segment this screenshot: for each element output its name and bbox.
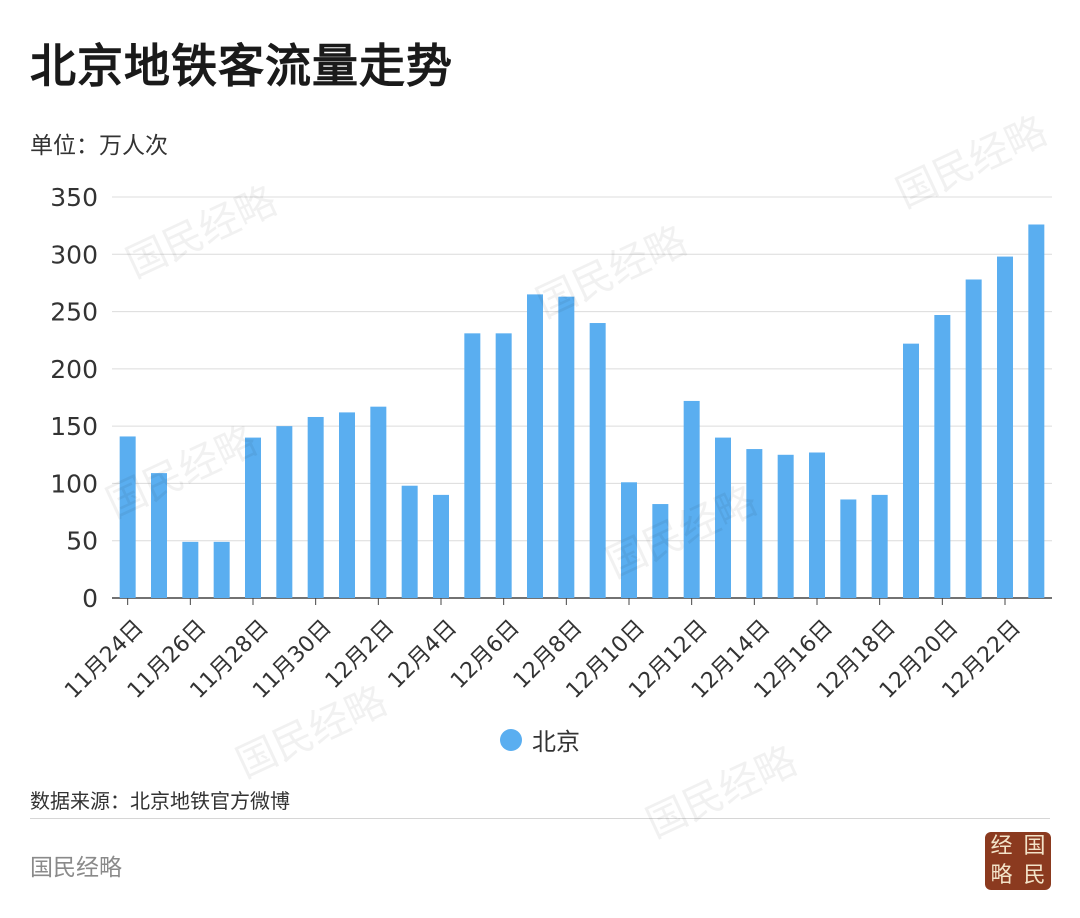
bar bbox=[809, 452, 825, 598]
bar bbox=[683, 400, 700, 598]
bar bbox=[464, 333, 481, 598]
bar bbox=[307, 416, 324, 598]
bar bbox=[997, 256, 1013, 598]
bar bbox=[401, 485, 418, 598]
legend-marker-icon bbox=[500, 728, 522, 751]
bar bbox=[715, 437, 731, 598]
bar bbox=[558, 296, 575, 598]
legend-label: 北京 bbox=[532, 728, 580, 756]
bar bbox=[213, 541, 230, 598]
legend: 北京 bbox=[0, 722, 1080, 757]
bar bbox=[871, 494, 888, 598]
bar bbox=[746, 449, 763, 598]
y-tick-label: 350 bbox=[50, 183, 98, 212]
seal-char: 国 bbox=[1023, 834, 1046, 859]
y-tick-label: 300 bbox=[50, 240, 98, 269]
bar bbox=[495, 333, 512, 598]
bar bbox=[903, 343, 919, 598]
bar bbox=[276, 426, 293, 598]
footer-brand: 国民经略 bbox=[30, 855, 122, 881]
seal-char: 略 bbox=[990, 863, 1013, 888]
bar bbox=[589, 323, 606, 598]
bar bbox=[433, 494, 449, 598]
y-tick-label: 100 bbox=[50, 469, 98, 498]
bar bbox=[119, 436, 136, 598]
y-tick-label: 0 bbox=[82, 584, 98, 613]
unit-label: 单位：万人次 bbox=[30, 133, 168, 159]
bar bbox=[652, 504, 669, 598]
y-tick-label: 250 bbox=[50, 298, 98, 327]
footer-divider bbox=[30, 818, 1050, 819]
bar bbox=[370, 406, 387, 598]
seal-char: 经 bbox=[990, 834, 1013, 859]
x-tick-label: 12月4日 bbox=[384, 615, 462, 693]
bar bbox=[934, 315, 951, 598]
x-tick-label: 12月2日 bbox=[321, 615, 399, 693]
y-tick-label: 150 bbox=[50, 412, 98, 441]
bar bbox=[840, 499, 857, 598]
bar bbox=[182, 541, 199, 598]
seal-char: 民 bbox=[1023, 863, 1046, 888]
source-note: 数据来源：北京地铁官方微博 bbox=[30, 789, 290, 813]
chart-title: 北京地铁客流量走势 bbox=[30, 39, 453, 93]
bar bbox=[777, 454, 794, 598]
bar bbox=[1028, 224, 1045, 599]
bar bbox=[621, 482, 637, 598]
y-tick-label: 200 bbox=[50, 355, 98, 384]
y-tick-label: 50 bbox=[66, 527, 98, 556]
bar bbox=[965, 279, 982, 598]
bar bbox=[151, 473, 167, 598]
bar bbox=[339, 412, 355, 598]
bar-chart: 05010015020025030035011月24日11月26日11月28日1… bbox=[50, 183, 1052, 704]
bar bbox=[245, 437, 261, 598]
bar bbox=[527, 294, 543, 598]
brand-seal-logo: 经 国 略 民 bbox=[985, 832, 1051, 890]
x-tick-label: 12月6日 bbox=[446, 615, 524, 693]
